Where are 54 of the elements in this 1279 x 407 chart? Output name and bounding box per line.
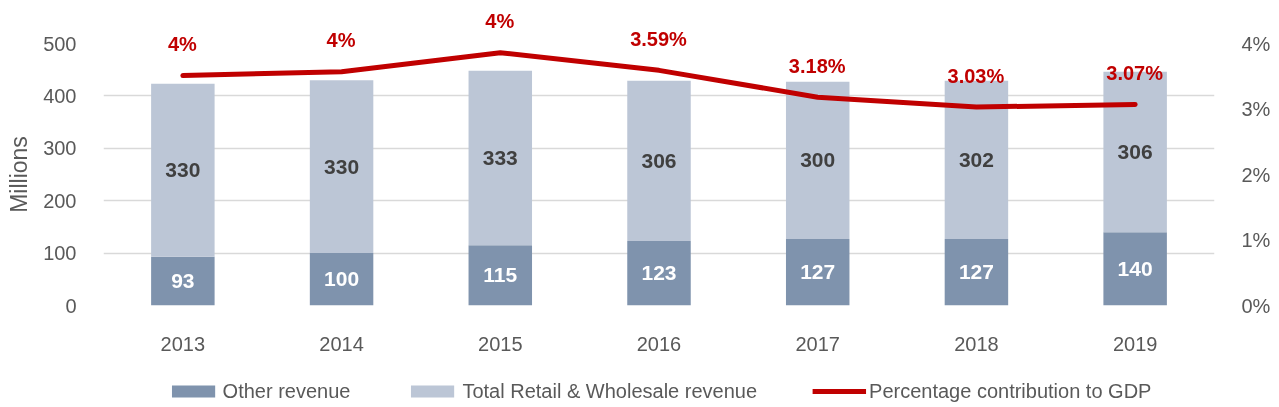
y-tick-label: 400 <box>43 84 77 107</box>
legend-label: Total Retail & Wholesale revenue <box>462 379 758 403</box>
data-label: 330 <box>165 158 201 182</box>
y2-tick-label: 2% <box>1241 163 1271 186</box>
x-tick-label: 2019 <box>1112 332 1158 355</box>
x-tick-label: 2014 <box>319 332 364 355</box>
data-label: 123 <box>641 261 677 285</box>
data-label: 4% <box>485 9 515 33</box>
data-label: 4% <box>326 28 356 52</box>
data-label: 4% <box>167 32 197 56</box>
bar <box>309 80 374 254</box>
legend-label: Percentage contribution to GDP <box>869 379 1152 403</box>
data-label: 127 <box>958 260 994 284</box>
data-label: 306 <box>641 148 677 172</box>
legend-label: Other revenue <box>222 379 351 403</box>
x-tick-label: 2013 <box>160 332 206 355</box>
data-label: 3.03% <box>947 64 1005 88</box>
bar <box>785 238 850 306</box>
data-label: 306 <box>1117 139 1153 163</box>
data-label: 100 <box>324 267 360 291</box>
y-tick-label: 300 <box>43 137 77 160</box>
bar <box>151 83 215 257</box>
data-label: 93 <box>171 269 195 293</box>
data-label: 140 <box>1117 256 1153 280</box>
x-tick-label: 2015 <box>478 332 523 355</box>
y-tick-label: 200 <box>43 189 77 212</box>
bar <box>627 80 691 242</box>
y-axis-title: Millions <box>6 136 33 213</box>
data-label: 302 <box>958 147 994 171</box>
data-label: 115 <box>483 263 518 287</box>
y-tick-label: 500 <box>43 32 77 55</box>
y2-tick-label: 4% <box>1241 32 1271 55</box>
bar <box>468 70 533 246</box>
data-label: 3.59% <box>630 27 687 51</box>
data-label: 333 <box>482 145 518 169</box>
bar <box>785 81 850 239</box>
bar <box>944 238 1009 306</box>
bar <box>151 256 215 306</box>
data-label: 3.07% <box>1106 61 1163 85</box>
data-label: 3.18% <box>788 54 846 78</box>
y2-tick-label: 3% <box>1241 98 1271 120</box>
data-label: 330 <box>324 154 360 178</box>
data-label: 300 <box>800 148 836 172</box>
bar <box>468 245 533 306</box>
y2-tick-label: 0% <box>1241 294 1271 317</box>
bar <box>627 241 691 306</box>
y-tick-label: 100 <box>43 242 77 265</box>
y2-tick-label: 1% <box>1241 229 1271 251</box>
data-label: 127 <box>800 260 836 284</box>
bar <box>1103 232 1167 306</box>
x-tick-label: 2017 <box>795 332 840 355</box>
x-tick-label: 2016 <box>636 332 682 355</box>
y-tick-label: 0 <box>65 294 77 317</box>
x-tick-label: 2018 <box>954 332 999 355</box>
